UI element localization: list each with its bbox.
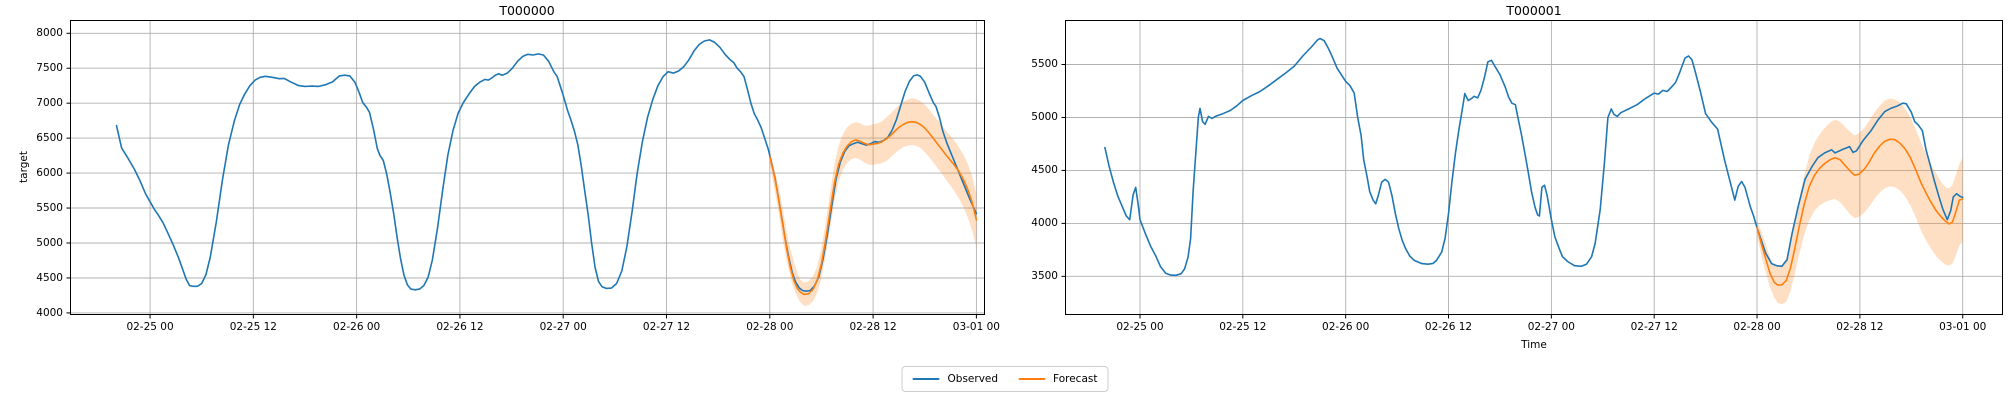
x-tick-label: 02-28 12: [849, 321, 897, 333]
x-tick-label: 03-01 00: [1939, 321, 1987, 333]
y-tick-label: 5000: [1031, 111, 1058, 124]
x-tick-label: 02-26 12: [436, 321, 484, 333]
x-tick-label: 02-28 12: [1836, 321, 1884, 333]
x-tick-label: 02-25 00: [126, 321, 174, 333]
x-tick-label: 02-26 12: [1424, 321, 1473, 333]
x-tick-label: 02-26 00: [333, 321, 381, 333]
x-tick-label: 02-28 00: [1733, 321, 1781, 333]
x-tick-label: 03-01 00: [952, 321, 1000, 333]
axes-box: [1065, 20, 2003, 315]
legend-label-forecast: Forecast: [1053, 373, 1098, 385]
observed-line-swatch: [912, 378, 940, 380]
chart-title-right: T000001: [1506, 3, 1562, 18]
x-tick-label: 02-25 00: [1116, 321, 1164, 333]
confidence-band: [769, 98, 977, 306]
right-chart: 02-25 00 02-25 12 02-26 00 02-26 12 02-27 00…: [1031, 20, 2003, 333]
forecast-line-swatch: [1018, 378, 1046, 380]
y-tick-label: 4000: [36, 306, 63, 319]
y-tick-label: 4500: [1031, 164, 1058, 177]
x-tick-label: 02-27 12: [642, 321, 691, 333]
forecast-line: [769, 120, 978, 296]
x-tick-label: 02-27 00: [1527, 321, 1575, 333]
left-chart: 02-25 00 02-25 12 02-26 00 02-26 12 02-27 00…: [36, 20, 1000, 333]
x-tick-label: 02-26 00: [1322, 321, 1370, 333]
plot-area: [66, 20, 985, 319]
x-tick-label: 02-27 12: [1630, 321, 1678, 333]
x-tick-label: 02-28 00: [746, 321, 794, 333]
y-axis-label-target: target: [18, 151, 30, 183]
observed-line: [115, 39, 978, 292]
y-tick-label: 8000: [36, 27, 63, 40]
y-tick-label: 6000: [36, 167, 63, 180]
y-tick-label: 7000: [36, 97, 63, 110]
legend: Observed Forecast: [901, 366, 1109, 392]
legend-item-forecast: Forecast: [1018, 373, 1097, 385]
y-tick-label: 6500: [36, 132, 63, 145]
y-tick-label: 4000: [1031, 217, 1058, 230]
y-tick-label: 5500: [1031, 58, 1058, 71]
x-tick-label: 02-27 00: [539, 321, 587, 333]
legend-item-observed: Observed: [912, 373, 999, 385]
y-tick-label: 5500: [36, 202, 63, 215]
observed-line: [1104, 37, 1964, 277]
legend-label-observed: Observed: [947, 373, 999, 385]
axes-box: [70, 20, 985, 315]
forecast-line: [1756, 138, 1964, 286]
y-tick-label: 4500: [36, 271, 63, 284]
y-tick-label: 5000: [36, 236, 63, 249]
plot-area: [1061, 20, 2003, 319]
x-tick-label: 02-25 12: [229, 321, 277, 333]
y-tick-label: 7500: [36, 62, 63, 75]
x-axis-label-time: Time: [1521, 339, 1547, 351]
confidence-band: [1757, 98, 1963, 305]
chart-title-left: T000000: [499, 3, 555, 18]
y-tick-label: 3500: [1031, 270, 1058, 283]
x-tick-label: 02-25 12: [1219, 321, 1267, 333]
